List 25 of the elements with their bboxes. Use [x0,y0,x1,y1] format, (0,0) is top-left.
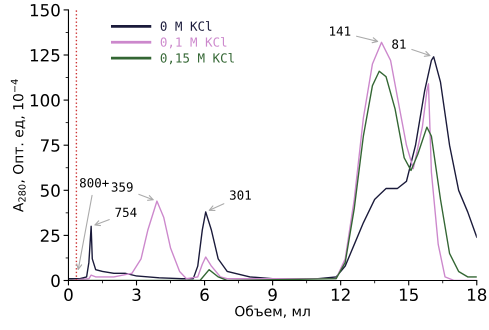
y-tick-label: 75 [40,139,60,152]
y-tick-label: 150 [30,4,60,16]
legend-label: 0 M KCl [160,21,212,31]
annotation: 800+ [80,178,109,188]
x-tick-label: 6 [200,288,209,302]
annotation: 359 [112,182,133,192]
y-tick-label: 100 [30,94,60,107]
y-tick-label: 25 [40,229,60,242]
annotation: 754 [115,208,137,218]
x-tick-label: 12 [332,288,350,301]
x-tick-label: 15 [400,288,418,302]
x-tick-label: 0 [64,288,73,302]
x-tick-label: 9 [268,288,277,302]
legend-label: 0,15 M KCl [160,52,234,64]
y-tick-label: 125 [30,48,60,62]
annotation: 141 [330,26,350,36]
y-axis-title: A$_{280}$, Опт. ед, 10$^{−4}$ [10,79,26,212]
y-tick-label: 50 [40,184,60,197]
x-tick-label: 18 [468,288,486,302]
x-axis-title: Объем, мл [235,305,310,318]
legend-label: 0,1 M KCl [160,37,226,48]
y-tick-label: 0 [51,274,60,288]
annotation: 301 [230,190,251,200]
annotation: 81 [392,39,406,49]
x-tick-label: 3 [132,288,140,302]
